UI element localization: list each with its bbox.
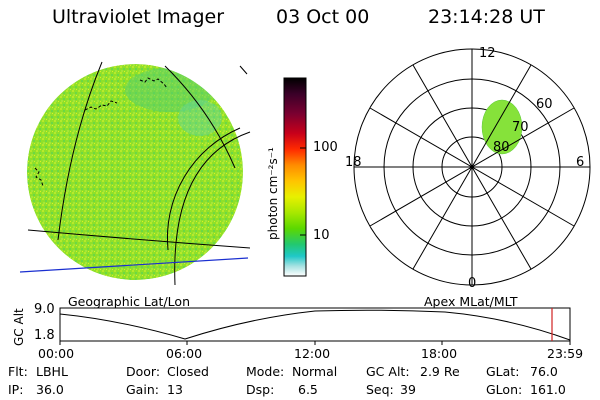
info-flt-value: LBHL xyxy=(36,364,68,379)
alt-xtick-0000: 00:00 xyxy=(38,346,75,361)
info-gcalt-key: GC Alt: xyxy=(366,364,410,379)
info-ip-value: 36.0 xyxy=(36,382,64,397)
polar-caption: Apex MLat/MLT xyxy=(424,294,518,309)
date: 03 Oct 00 xyxy=(276,6,370,28)
earth-caption: Geographic Lat/Lon xyxy=(68,294,190,309)
title: Ultraviolet Imager xyxy=(52,6,225,28)
mlt-label-0: 0 xyxy=(468,276,477,291)
info-door-key: Door: xyxy=(126,364,161,379)
alt-ytick-1.8: 1.8 xyxy=(34,328,55,343)
info-gain-key: Gain: xyxy=(126,382,159,397)
info-glon-value: 161.0 xyxy=(530,382,566,397)
terminator-line xyxy=(19,257,249,273)
lat-label-60: 60 xyxy=(536,97,553,112)
info-glat-value: 76.0 xyxy=(530,364,558,379)
info-mode-key: Mode: xyxy=(246,364,285,379)
mlt-label-12: 12 xyxy=(479,46,496,61)
info-gain-value: 13 xyxy=(167,382,183,397)
time: 23:14:28 UT xyxy=(428,6,545,28)
mlt-label-6: 6 xyxy=(576,155,585,170)
info-gcalt-value: 2.9 Re xyxy=(420,364,460,379)
mlt-label-18: 18 xyxy=(345,155,362,170)
info-seq-key: Seq: xyxy=(366,382,394,397)
info-door-value: Closed xyxy=(167,364,209,379)
alt-ylabel: GC Alt xyxy=(12,308,26,346)
color-scale-bar xyxy=(283,77,307,277)
alt-xtick-1200: 12:00 xyxy=(294,346,331,361)
colorbar-tick-10: 10 xyxy=(313,228,330,243)
info-mode-value: Normal xyxy=(292,364,338,379)
info-glon-key: GLon: xyxy=(486,382,523,397)
lat-label-80: 80 xyxy=(493,140,510,155)
alt-xtick-0600: 06:00 xyxy=(166,346,203,361)
alt-ytick-9: 9.0 xyxy=(34,302,55,317)
colorbar-tick-100: 100 xyxy=(313,140,338,155)
info-flt-key: Flt: xyxy=(8,364,28,379)
info-ip-key: IP: xyxy=(8,382,24,397)
info-dsp-key: Dsp: xyxy=(246,382,275,397)
altitude-curve xyxy=(59,309,571,341)
info-glat-key: GLat: xyxy=(486,364,520,379)
lat-label-70: 70 xyxy=(512,120,529,135)
info-seq-value: 39 xyxy=(400,382,416,397)
uv-disk xyxy=(27,64,243,280)
alt-xtick-2359: 23:59 xyxy=(547,346,584,361)
alt-xtick-1800: 18:00 xyxy=(421,346,458,361)
info-dsp-value: 6.5 xyxy=(298,382,318,397)
auroral-oval xyxy=(481,99,523,155)
